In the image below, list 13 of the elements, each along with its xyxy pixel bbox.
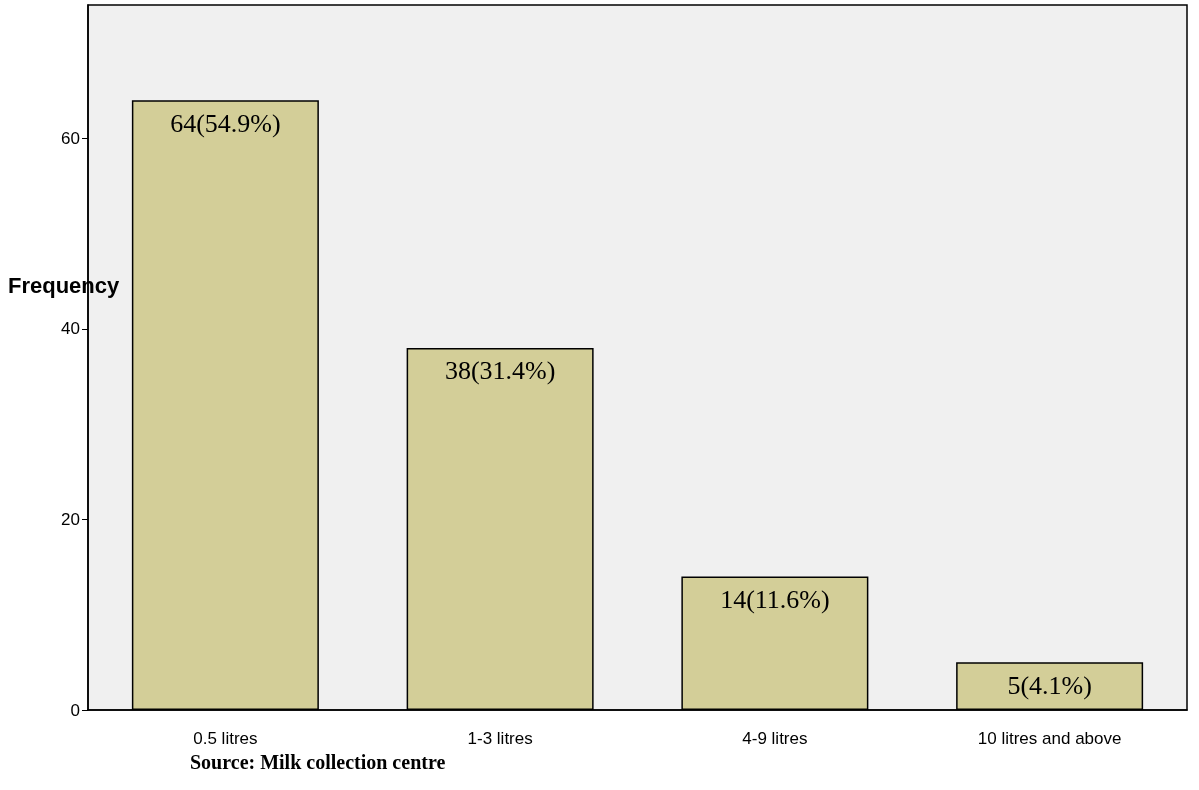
data-label: 5(4.1%) bbox=[1007, 670, 1092, 700]
y-tick-label: 40 bbox=[61, 319, 80, 339]
x-tick-label: 0.5 litres bbox=[193, 729, 258, 748]
x-tick-label: 4-9 litres bbox=[742, 729, 808, 748]
x-tick-label: 10 litres and above bbox=[977, 729, 1122, 748]
y-tick-label: 60 bbox=[61, 128, 80, 148]
y-tick-label: 0 bbox=[70, 700, 80, 720]
source-note: Source: Milk collection centre bbox=[190, 751, 446, 773]
y-tick-label: 20 bbox=[61, 509, 80, 529]
data-label: 38(31.4%) bbox=[444, 356, 556, 386]
data-label: 14(11.6%) bbox=[720, 585, 830, 615]
x-tick-label: 1-3 litres bbox=[467, 729, 533, 748]
data-label: 64(54.9%) bbox=[170, 108, 281, 138]
